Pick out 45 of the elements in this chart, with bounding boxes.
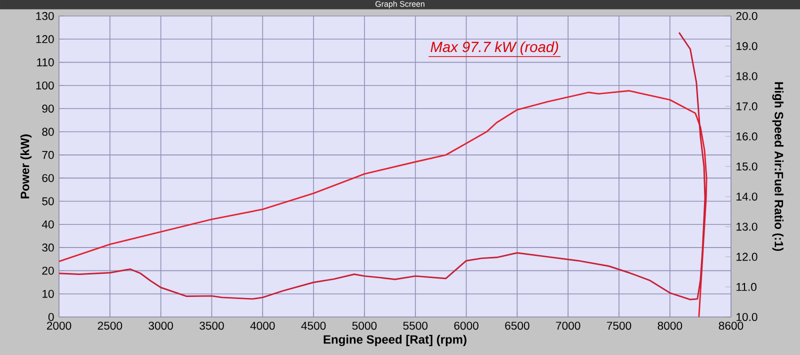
chart-title: Graph Screen	[376, 0, 424, 8]
x-tick-label: 7500	[606, 322, 632, 330]
y2-tick-label: 20.0	[736, 12, 758, 20]
y-tick-label: 80	[42, 128, 54, 136]
x-tick-label: 3000	[148, 322, 173, 330]
y2-tick-label: 10.0	[736, 312, 758, 322]
x-axis-title: Engine Speed [Rat] (rpm)	[324, 334, 466, 346]
y2-tick-label: 18.0	[736, 72, 758, 80]
x-tick-label: 5500	[403, 322, 428, 330]
y2-tick-label: 13.0	[736, 222, 758, 231]
x-tick-label: 5000	[352, 322, 377, 330]
y-tick-label: 50	[42, 197, 54, 206]
y2-tick-label: 11.0	[736, 282, 756, 291]
x-tick-label: 4500	[301, 322, 326, 330]
y-tick-label: 90	[42, 104, 54, 113]
y-tick-label: 20	[42, 266, 54, 275]
y2-axis-title: High Speed Air:Fuel Ratio (:1)	[772, 82, 784, 251]
y-tick-label: 130	[36, 12, 54, 20]
y2-tick-label: 14.0	[736, 192, 758, 201]
y-tick-label: 70	[42, 150, 54, 159]
line-series	[59, 32, 706, 300]
y2-tick-label: 15.0	[736, 162, 758, 171]
y-tick-label: 10	[42, 290, 54, 298]
x-tick-label: 8600	[718, 322, 744, 330]
annotation: Max 97.7 kW (road)	[430, 41, 558, 56]
y2-tick-label: 17.0	[736, 102, 758, 110]
y-tick-label: 40	[42, 220, 54, 228]
y-tick-label: 60	[42, 174, 54, 182]
y2-tick-label: 19.0	[736, 42, 758, 50]
x-tick-label: 6000	[454, 322, 478, 330]
x-tick-label: 3500	[200, 322, 224, 330]
y-tick-label: 0	[48, 313, 54, 322]
y-tick-label: 110	[37, 58, 54, 66]
x-tick-label: 6500	[505, 322, 530, 330]
x-tick-label: 7000	[556, 322, 580, 330]
y-tick-label: 120	[36, 35, 54, 44]
y-tick-label: 100	[36, 81, 54, 90]
y-tick-label: 30	[42, 244, 54, 252]
y2-tick-label: 16.0	[736, 132, 758, 140]
x-tick-label: 2000	[46, 322, 72, 330]
x-tick-label: 8000	[658, 322, 682, 330]
x-tick-label: 4000	[250, 322, 275, 330]
y2-tick-label: 12.0	[736, 252, 758, 261]
y-axis-title: Power (kW)	[20, 134, 32, 198]
x-tick-label: 2500	[98, 322, 122, 330]
